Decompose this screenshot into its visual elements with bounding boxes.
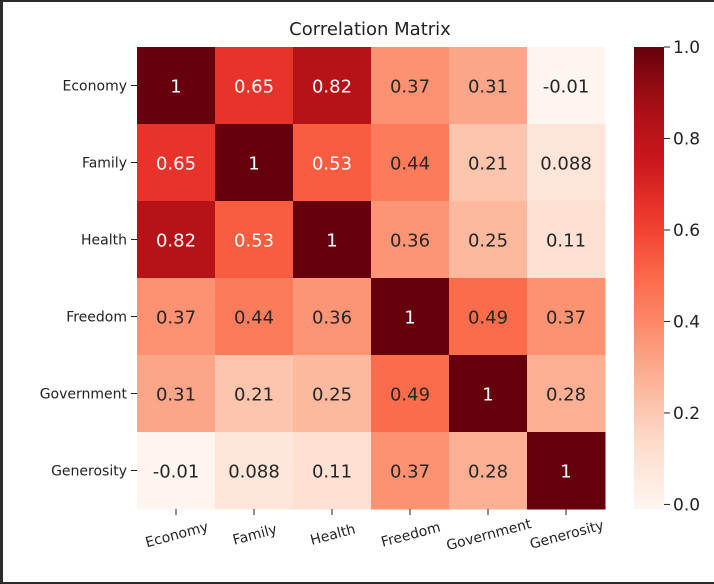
cell-value-label: 0.49: [468, 308, 508, 329]
cell-value-label: 1: [326, 231, 337, 252]
cell-value-label: 0.53: [234, 231, 274, 252]
heatmap-cell: [215, 278, 294, 356]
cell-value-label: 0.28: [468, 462, 508, 483]
heatmap-cell: [449, 47, 528, 125]
y-tick-label: Generosity: [51, 464, 127, 480]
x-axis-labels: Economy Family Health Freedom GovernmentGene…: [144, 509, 606, 554]
cell-value-label: 0.21: [468, 154, 508, 175]
heatmap-cell: [371, 47, 450, 125]
x-tick-label: Family: [231, 522, 279, 549]
cell-value-label: 1: [482, 385, 493, 406]
heatmap-cell: [527, 278, 606, 356]
colorbar: 0.0 0.2 0.4 0.6 0.8 1.0: [634, 38, 700, 515]
heatmap-cell: [293, 201, 372, 279]
heatmap-cell: [137, 355, 216, 433]
cell-value-label: 0.36: [312, 308, 352, 329]
cell-value-label: 0.11: [312, 462, 352, 483]
cell-value-label: -0.01: [543, 77, 590, 98]
heatmap-cell: [215, 432, 294, 510]
cell-value-label: 0.088: [540, 154, 592, 175]
heatmap-cell: [137, 432, 216, 510]
cell-value-label: 1: [170, 77, 181, 98]
cell-value-label: 0.37: [546, 308, 586, 329]
x-tick-label: Generosity: [528, 518, 605, 553]
cell-value-label: 1: [404, 308, 415, 329]
cell-value-label: 0.37: [390, 462, 430, 483]
colorbar-tick-label: 1.0: [673, 38, 700, 58]
heatmap-cell: [215, 47, 294, 125]
heatmap-cell: [293, 47, 372, 125]
y-tick-label: Economy: [63, 79, 127, 95]
heatmap-cell: [527, 201, 606, 279]
colorbar-tick-label: 0.2: [673, 404, 700, 424]
x-tick-label: Economy: [144, 519, 210, 551]
heatmap-cell: [137, 201, 216, 279]
heatmap-cell: [449, 432, 528, 510]
cell-value-label: 0.37: [156, 308, 196, 329]
chart-title: Correlation Matrix: [289, 19, 451, 40]
cell-value-label: 0.11: [546, 231, 586, 252]
heatmap-cell: [527, 124, 606, 202]
y-tick-label: Government: [40, 387, 128, 403]
heatmap-cell: [215, 124, 294, 202]
colorbar-tick-label: 0.0: [673, 495, 700, 515]
y-tick-label: Health: [81, 233, 127, 249]
cell-value-label: 0.31: [156, 385, 196, 406]
heatmap-cell: [215, 201, 294, 279]
heatmap-cell: [527, 47, 606, 125]
colorbar-gradient: [634, 47, 664, 509]
heatmap-cell: [371, 432, 450, 510]
cell-value-label: 0.82: [312, 77, 352, 98]
cell-value-label: 0.65: [234, 77, 274, 98]
heatmap-cell: [371, 124, 450, 202]
heatmap-chart: Correlation Matrix 1 0.65 0.82 0.37 0.31 -0.0…: [40, 19, 700, 554]
heatmap-cell: [137, 278, 216, 356]
x-tick-label: Government: [445, 516, 534, 554]
heatmap-cell: [293, 432, 372, 510]
cell-value-label: 0.21: [234, 385, 274, 406]
cell-value-label: 0.37: [390, 77, 430, 98]
cell-value-label: 1: [248, 154, 259, 175]
heatmap-cell: [527, 355, 606, 433]
y-tick-label: Freedom: [66, 310, 127, 326]
cell-value-label: 0.82: [156, 231, 196, 252]
cell-value-label: 0.36: [390, 231, 430, 252]
heatmap-cell: [449, 355, 528, 433]
heatmap-cell: [449, 201, 528, 279]
cell-value-label: 0.65: [156, 154, 196, 175]
y-tick-label: Family: [82, 156, 127, 172]
colorbar-tick-label: 0.4: [673, 312, 700, 332]
heatmap-cell: [293, 355, 372, 433]
x-tick-label: Freedom: [380, 520, 443, 551]
cell-value-label: 0.25: [468, 231, 508, 252]
cell-value-label: 0.44: [390, 154, 430, 175]
cell-value-label: 0.31: [468, 77, 508, 98]
x-tick-label: Health: [309, 521, 358, 548]
heatmap-cell: [293, 278, 372, 356]
heatmap-cells: 1 0.65 0.82 0.37 0.31 -0.01 0.65 1 0.53 0.44 0.21 0…: [137, 47, 606, 510]
heatmap-cell: [449, 278, 528, 356]
heatmap-cell: [371, 201, 450, 279]
colorbar-tick-label: 0.8: [673, 129, 700, 149]
cell-value-label: 0.44: [234, 308, 274, 329]
cell-value-label: 0.088: [228, 462, 280, 483]
heatmap-cell: [527, 432, 606, 510]
heatmap-cell: [371, 355, 450, 433]
figure-frame: Correlation Matrix 1 0.65 0.82 0.37 0.31 -0.0…: [3, 2, 714, 582]
cell-value-label: 0.53: [312, 154, 352, 175]
cell-value-label: 0.49: [390, 385, 430, 406]
cell-value-label: -0.01: [153, 462, 200, 483]
heatmap-cell: [137, 124, 216, 202]
heatmap-cell: [371, 278, 450, 356]
colorbar-tick-label: 0.6: [673, 221, 700, 241]
heatmap-cell: [137, 47, 216, 125]
heatmap-cell: [293, 124, 372, 202]
heatmap-cell: [449, 124, 528, 202]
heatmap-cell: [215, 355, 294, 433]
cell-value-label: 0.28: [546, 385, 586, 406]
y-axis-labels: Economy Family Health Freedom Government Gene…: [40, 79, 137, 480]
cell-value-label: 1: [560, 462, 571, 483]
cell-value-label: 0.25: [312, 385, 352, 406]
